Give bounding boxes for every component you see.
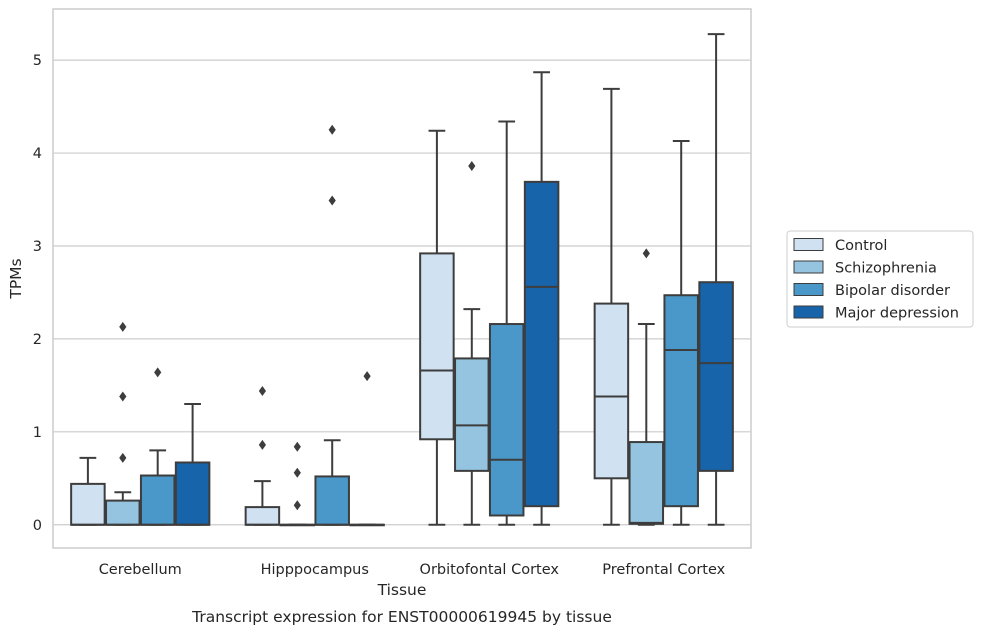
box-3-3 — [698, 33, 734, 526]
legend-label: Bipolar disorder — [835, 283, 950, 299]
box-body — [628, 441, 665, 525]
x-tick-label: Prefrontal Cortex — [602, 562, 725, 578]
outlier-marker — [328, 195, 336, 206]
box-0-3 — [174, 402, 211, 526]
box-body — [244, 506, 281, 526]
y-tick-labels: 0 1 2 3 4 5 — [33, 53, 42, 534]
legend-frame — [786, 230, 974, 328]
y-tick-label: 1 — [33, 425, 42, 441]
legend-label: Major depression — [835, 306, 959, 322]
box-body — [419, 252, 455, 441]
box-2-2 — [488, 120, 525, 526]
box-body — [314, 475, 350, 526]
y-tick-label: 2 — [33, 332, 42, 348]
y-tick-label: 3 — [33, 239, 42, 255]
box-body — [70, 482, 106, 526]
legend-swatch — [793, 260, 824, 274]
box-1-3 — [349, 371, 385, 527]
box-series — [70, 33, 734, 527]
outlier-marker — [328, 124, 336, 135]
x-axis-title: Tissue — [377, 581, 427, 599]
legend-item: Major depression — [793, 305, 959, 322]
outlier-marker — [293, 467, 301, 478]
box-2-1 — [454, 161, 490, 526]
y-axis-title: TPMs — [7, 258, 25, 299]
box-body — [523, 180, 560, 508]
box-0-0 — [70, 456, 106, 526]
legend-swatch — [793, 283, 824, 296]
box-1-2 — [314, 124, 350, 526]
box-body — [593, 302, 630, 480]
x-tick-label: Orbitofontal Cortex — [420, 562, 560, 578]
y-tick-label: 0 — [33, 518, 42, 534]
y-tick-label: 4 — [33, 146, 42, 162]
box-2-3 — [523, 71, 560, 526]
x-tick-labels: Cerebellum Hipppocampus Orbitofontal Corte… — [99, 562, 726, 578]
chart-caption: Transcript expression for ENST0000061994… — [191, 608, 612, 626]
box-body — [663, 294, 699, 508]
box-0-2 — [139, 367, 176, 526]
outlier-marker — [468, 161, 476, 172]
box-body — [139, 474, 176, 526]
box-3-1 — [628, 248, 665, 526]
x-tick-label: Cerebellum — [99, 562, 182, 578]
legend-item: Control — [793, 238, 887, 254]
box-1-1 — [279, 441, 316, 527]
outlier-marker — [258, 385, 266, 396]
legend-swatch — [793, 305, 824, 319]
box-3-2 — [663, 139, 699, 526]
x-tick-label: Hipppocampus — [261, 562, 369, 578]
outlier-marker — [293, 500, 301, 511]
legend-label: Control — [835, 238, 887, 254]
box-3-0 — [593, 87, 630, 526]
outlier-marker — [119, 321, 127, 332]
box-body — [105, 499, 141, 526]
box-2-0 — [419, 129, 455, 526]
outlier-marker — [642, 248, 650, 259]
box-1-0 — [244, 385, 281, 526]
legend-swatch — [793, 238, 824, 251]
y-tick-label: 5 — [33, 53, 42, 69]
outlier-marker — [293, 441, 301, 452]
box-body — [698, 281, 734, 472]
box-0-1 — [105, 321, 141, 526]
legend: Control Schizophrenia Bipolar disorder Majo… — [786, 230, 974, 328]
outlier-marker — [363, 371, 371, 382]
box-body — [174, 461, 211, 526]
outlier-marker — [258, 439, 266, 450]
legend-item: Schizophrenia — [793, 260, 937, 277]
box-body — [454, 357, 490, 472]
legend-label: Schizophrenia — [835, 261, 937, 277]
outlier-marker — [119, 452, 127, 463]
legend-item: Bipolar disorder — [793, 283, 950, 299]
outlier-marker — [154, 367, 162, 378]
outlier-marker — [119, 391, 127, 402]
plot-frame — [52, 8, 752, 549]
box-body — [488, 323, 525, 517]
